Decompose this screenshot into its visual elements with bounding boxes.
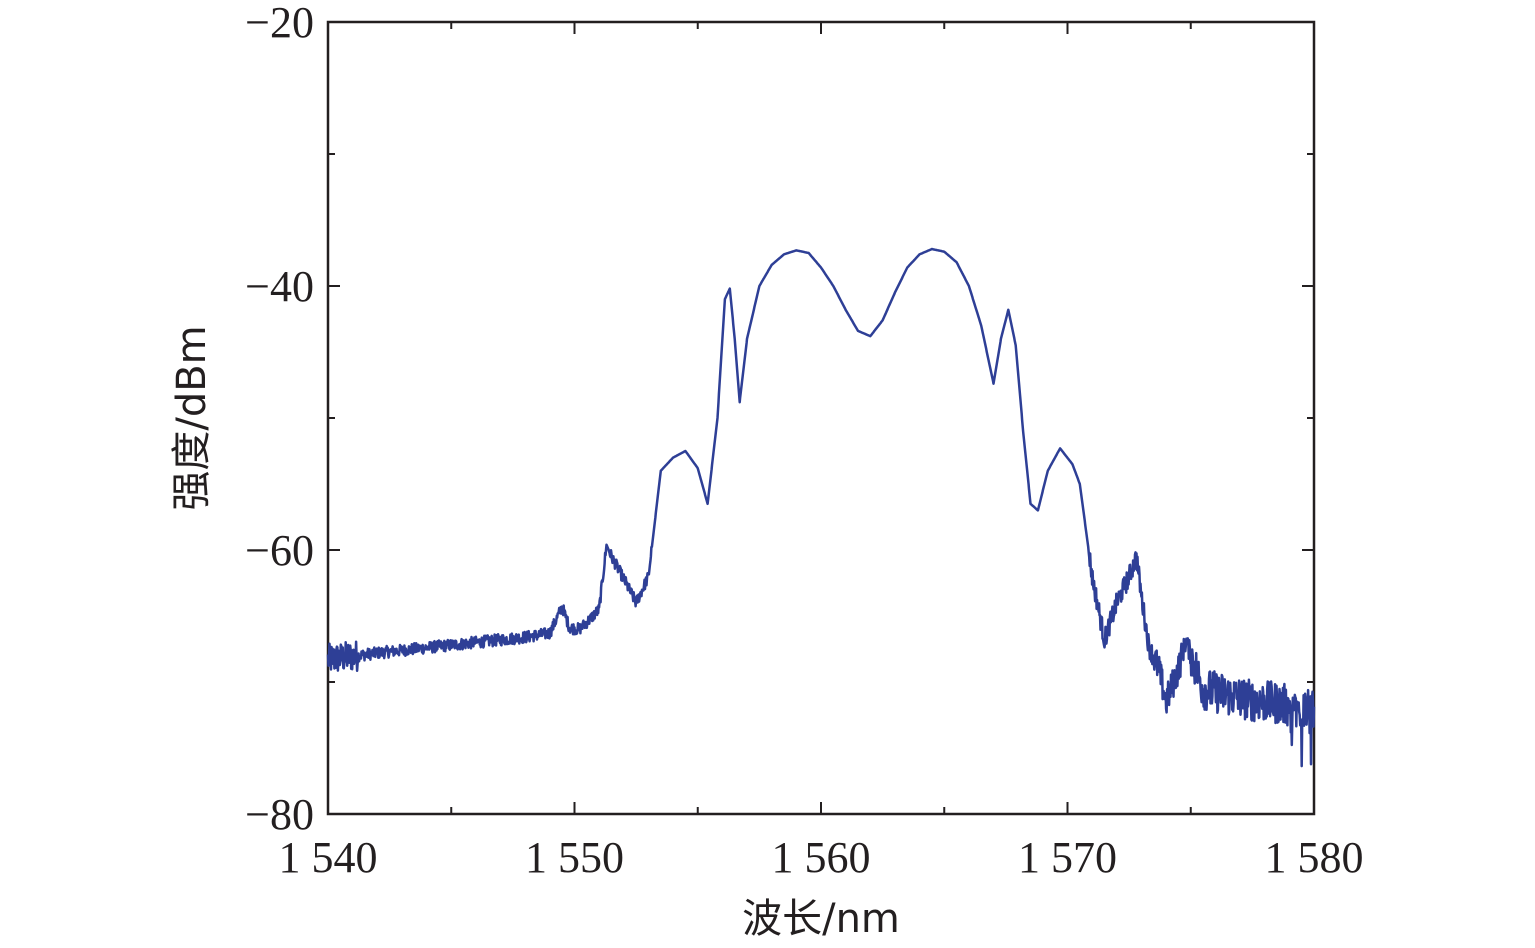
x-axis-ticks: 1 540 1 550 1 560 1 570 1 580 [279,22,1364,882]
x-tick-label: 1 550 [525,833,624,882]
y-tick-label: −40 [245,262,314,311]
x-axis-label: 波长/nm [742,896,900,942]
spectrum-line [326,247,1316,768]
x-tick-label: 1 580 [1265,833,1364,882]
x-tick-label: 1 560 [772,833,871,882]
y-tick-label: −60 [245,526,314,575]
x-tick-label: 1 540 [279,833,378,882]
y-axis-ticks: −80 −60 −40 −20 [245,0,1314,839]
y-tick-label: −80 [245,790,314,839]
y-axis-label: 强度/dBm [169,325,215,510]
y-tick-label: −20 [245,0,314,47]
x-tick-label: 1 570 [1018,833,1117,882]
